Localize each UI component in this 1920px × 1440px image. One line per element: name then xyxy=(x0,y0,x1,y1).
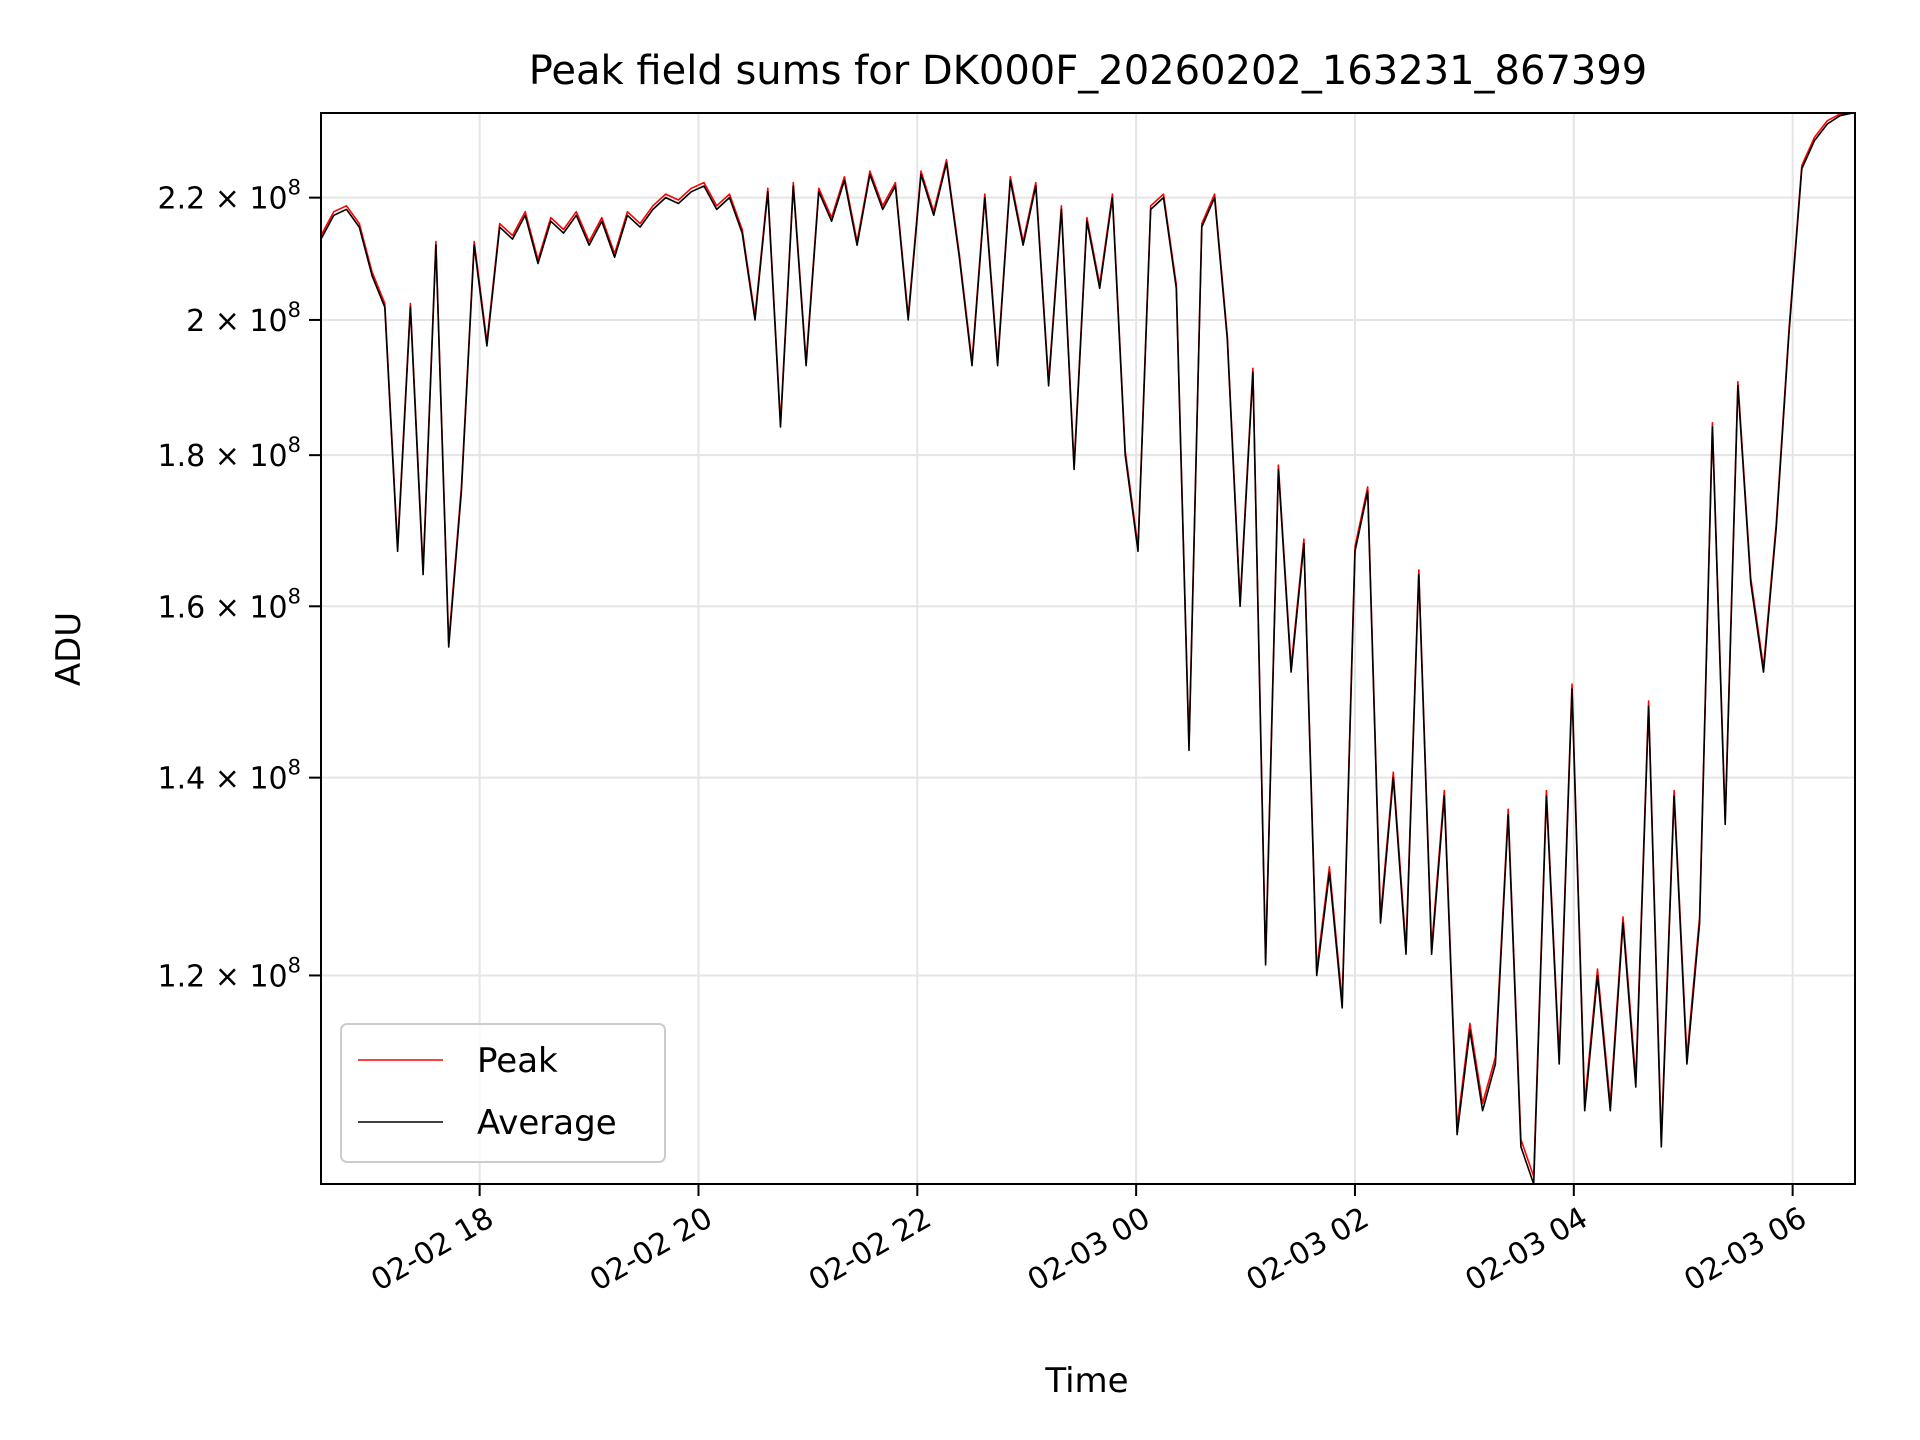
y-tick-exponent: 8 xyxy=(288,584,301,608)
y-tick-exponent: 8 xyxy=(288,756,301,780)
y-tick-label: 1.2 × 108 xyxy=(158,953,301,994)
y-tick-mantissa: 2.2 × 10 xyxy=(158,182,288,217)
y-tick-exponent: 8 xyxy=(288,433,301,457)
y-tick-mantissa: 1.6 × 10 xyxy=(158,590,288,625)
y-axis-label: ADU xyxy=(49,612,89,686)
grid xyxy=(321,113,1855,1184)
y-tick-label: 1.8 × 108 xyxy=(158,433,301,474)
legend-peak-label: Peak xyxy=(477,1041,558,1081)
y-tick-mantissa: 2 × 10 xyxy=(186,304,287,339)
legend-box xyxy=(340,1023,666,1163)
y-tick-label: 1.6 × 108 xyxy=(158,584,301,625)
y-tick-label: 1.4 × 108 xyxy=(158,756,301,797)
y-tick-exponent: 8 xyxy=(288,953,301,977)
y-tick-exponent: 8 xyxy=(288,298,301,322)
x-axis-label: Time xyxy=(1044,1361,1128,1401)
legend: Peak Average xyxy=(340,1023,666,1163)
series-line-average xyxy=(321,113,1853,1184)
series-lines xyxy=(321,113,1853,1184)
y-tick-label: 2.2 × 108 xyxy=(158,176,301,217)
legend-average-label: Average xyxy=(477,1103,617,1143)
y-tick-mantissa: 1.8 × 10 xyxy=(158,439,288,474)
y-tick-mantissa: 1.2 × 10 xyxy=(158,959,288,994)
y-tick-mantissa: 1.4 × 10 xyxy=(158,762,288,797)
y-tick-label: 2 × 108 xyxy=(186,298,301,339)
axes-frame xyxy=(320,112,1856,1185)
y-tick-exponent: 8 xyxy=(288,176,301,200)
chart-title: Peak field sums for DK000F_20260202_1632… xyxy=(529,48,1648,94)
series-line-peak xyxy=(321,113,1853,1178)
